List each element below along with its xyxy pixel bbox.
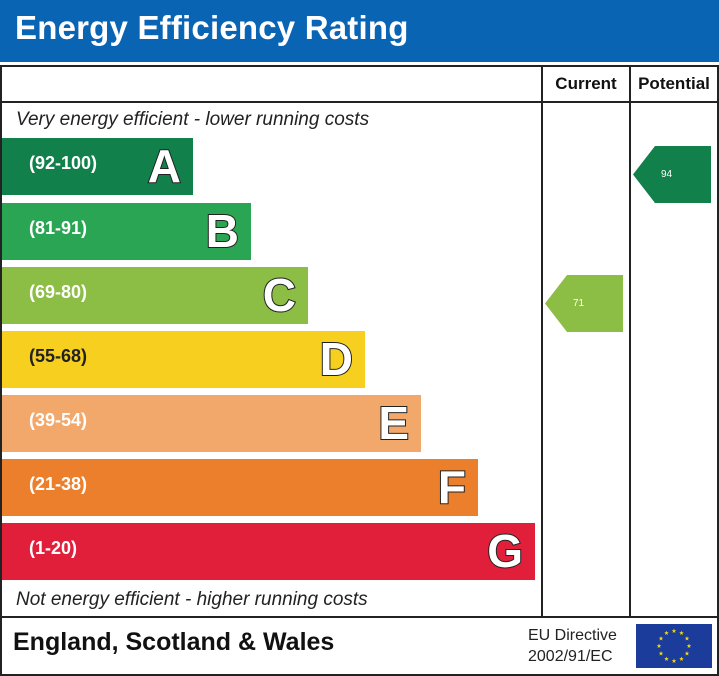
band-range-label: (81-91) — [29, 218, 88, 238]
current-rating-arrow-value: 71 — [573, 298, 585, 309]
band-letter: E — [377, 396, 410, 450]
flag-star-icon — [684, 651, 690, 656]
band-range-label: (21-38) — [29, 474, 88, 494]
potential-rating-arrow-value: 94 — [661, 169, 673, 180]
band-a: (92-100) A — [2, 138, 193, 195]
page-title: Energy Efficiency Rating — [15, 9, 409, 46]
top-caption: Very energy efficient - lower running co… — [16, 109, 370, 130]
footer-divider — [0, 616, 719, 618]
flag-star-icon — [664, 656, 669, 661]
bottom-caption: Not energy efficient - higher running co… — [16, 589, 368, 610]
band-letter: C — [262, 268, 297, 322]
band-letter: F — [437, 460, 467, 514]
flag-star-icon — [679, 630, 684, 635]
eu-flag-icon — [636, 624, 712, 668]
rating-frame — [0, 65, 719, 676]
flag-star-icon — [679, 656, 684, 661]
region-label: England, Scotland & Wales — [13, 628, 335, 656]
band-range-label: (69-80) — [29, 282, 88, 302]
flag-star-icon — [686, 643, 692, 648]
directive-line-2: 2002/91/EC — [528, 648, 613, 665]
band-letter: A — [147, 139, 182, 193]
band-g: (1-20) G — [2, 523, 535, 580]
header-row-divider — [0, 101, 719, 103]
flag-star-icon — [684, 636, 690, 641]
potential-column-header: Potential — [638, 74, 710, 93]
current-column-divider — [541, 65, 543, 618]
band-b: (81-91) B — [2, 203, 251, 260]
band-letter: D — [319, 332, 354, 386]
flag-star-icon — [658, 651, 664, 656]
band-range-label: (92-100) — [29, 153, 98, 173]
directive-line-1: EU Directive — [528, 627, 617, 644]
band-range-label: (39-54) — [29, 410, 88, 430]
flag-star-icon — [656, 643, 662, 648]
header-bar: Energy Efficiency Rating — [0, 0, 719, 62]
flag-star-icon — [664, 630, 669, 635]
current-column-header: Current — [555, 74, 617, 93]
band-e: (39-54) E — [2, 395, 421, 452]
band-d: (55-68) D — [2, 331, 365, 388]
potential-column-divider — [629, 65, 631, 618]
flag-star-icon — [658, 636, 664, 641]
band-range-label: (1-20) — [29, 538, 78, 558]
flag-star-icon — [671, 658, 677, 663]
band-range-label: (55-68) — [29, 346, 88, 366]
flag-star-icon — [671, 628, 677, 633]
band-f: (21-38) F — [2, 459, 478, 516]
band-c: (69-80) C — [2, 267, 308, 324]
band-letter: G — [486, 524, 524, 578]
band-letter: B — [205, 204, 240, 258]
